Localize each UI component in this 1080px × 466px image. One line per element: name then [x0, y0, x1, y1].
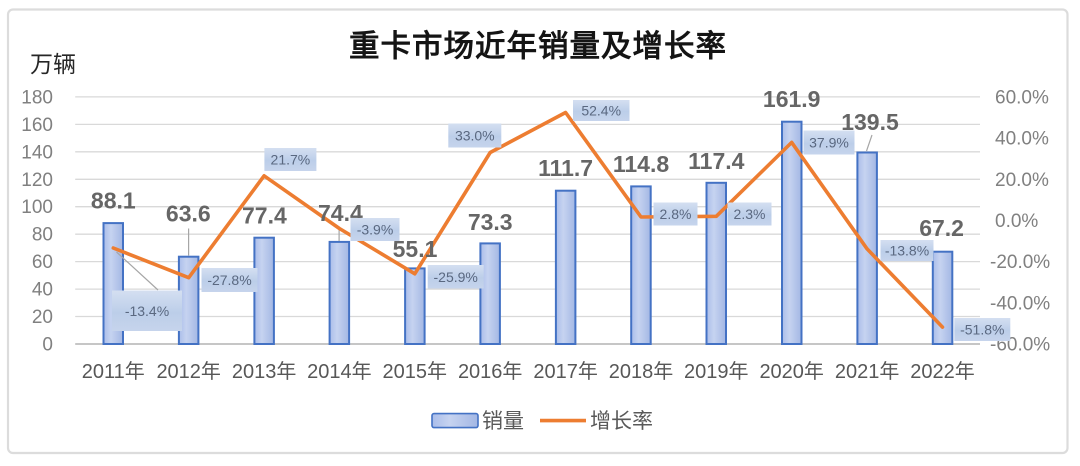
svg-text:-13.4%: -13.4%: [125, 303, 169, 319]
svg-text:-20.0%: -20.0%: [990, 252, 1050, 273]
svg-text:63.6: 63.6: [166, 201, 211, 227]
svg-text:180: 180: [21, 87, 53, 108]
svg-text:2.8%: 2.8%: [660, 206, 692, 222]
svg-text:-3.9%: -3.9%: [357, 222, 394, 238]
svg-text:-13.8%: -13.8%: [885, 243, 929, 259]
svg-text:80: 80: [32, 225, 53, 246]
svg-text:37.9%: 37.9%: [809, 135, 849, 151]
svg-text:2020年: 2020年: [759, 360, 824, 383]
svg-text:万辆: 万辆: [30, 51, 76, 77]
svg-text:40: 40: [32, 280, 53, 301]
svg-text:73.3: 73.3: [468, 209, 513, 235]
svg-text:2021年: 2021年: [835, 360, 900, 383]
svg-text:2017年: 2017年: [533, 360, 598, 383]
svg-text:20: 20: [32, 307, 53, 328]
svg-text:100: 100: [21, 197, 53, 218]
svg-text:117.4: 117.4: [688, 148, 744, 174]
svg-text:2018年: 2018年: [609, 360, 674, 383]
svg-text:-51.8%: -51.8%: [960, 322, 1004, 338]
svg-text:2014年: 2014年: [307, 360, 372, 383]
svg-text:增长率: 增长率: [590, 410, 653, 433]
svg-text:55.1: 55.1: [393, 236, 438, 262]
svg-text:重卡市场近年销量及增长率: 重卡市场近年销量及增长率: [349, 29, 727, 64]
svg-text:2.3%: 2.3%: [734, 206, 766, 222]
svg-text:0.0%: 0.0%: [995, 211, 1038, 232]
svg-text:2019年: 2019年: [684, 360, 749, 383]
svg-text:2022年: 2022年: [910, 360, 975, 383]
svg-text:40.0%: 40.0%: [995, 129, 1049, 150]
svg-text:0: 0: [42, 335, 53, 356]
svg-text:-40.0%: -40.0%: [990, 293, 1050, 314]
svg-text:111.7: 111.7: [538, 155, 593, 181]
svg-text:21.7%: 21.7%: [271, 152, 311, 168]
svg-text:88.1: 88.1: [91, 188, 136, 214]
svg-text:2012年: 2012年: [156, 360, 221, 383]
svg-text:20.0%: 20.0%: [995, 170, 1049, 191]
svg-text:2016年: 2016年: [458, 360, 523, 383]
svg-text:-27.8%: -27.8%: [207, 272, 251, 288]
svg-text:67.2: 67.2: [919, 215, 964, 241]
svg-text:52.4%: 52.4%: [581, 103, 621, 119]
svg-text:33.0%: 33.0%: [455, 128, 495, 144]
svg-text:销量: 销量: [482, 410, 524, 433]
svg-text:77.4: 77.4: [242, 203, 287, 229]
svg-text:140: 140: [21, 142, 53, 163]
svg-text:2011年: 2011年: [82, 360, 145, 383]
svg-text:60: 60: [32, 252, 53, 273]
svg-text:2013年: 2013年: [232, 360, 297, 383]
svg-text:-25.9%: -25.9%: [434, 269, 478, 285]
svg-text:161.9: 161.9: [763, 86, 821, 112]
svg-text:114.8: 114.8: [613, 151, 669, 177]
svg-text:120: 120: [21, 170, 53, 191]
svg-text:60.0%: 60.0%: [995, 87, 1049, 108]
svg-text:160: 160: [21, 115, 53, 136]
svg-text:2015年: 2015年: [383, 360, 448, 383]
